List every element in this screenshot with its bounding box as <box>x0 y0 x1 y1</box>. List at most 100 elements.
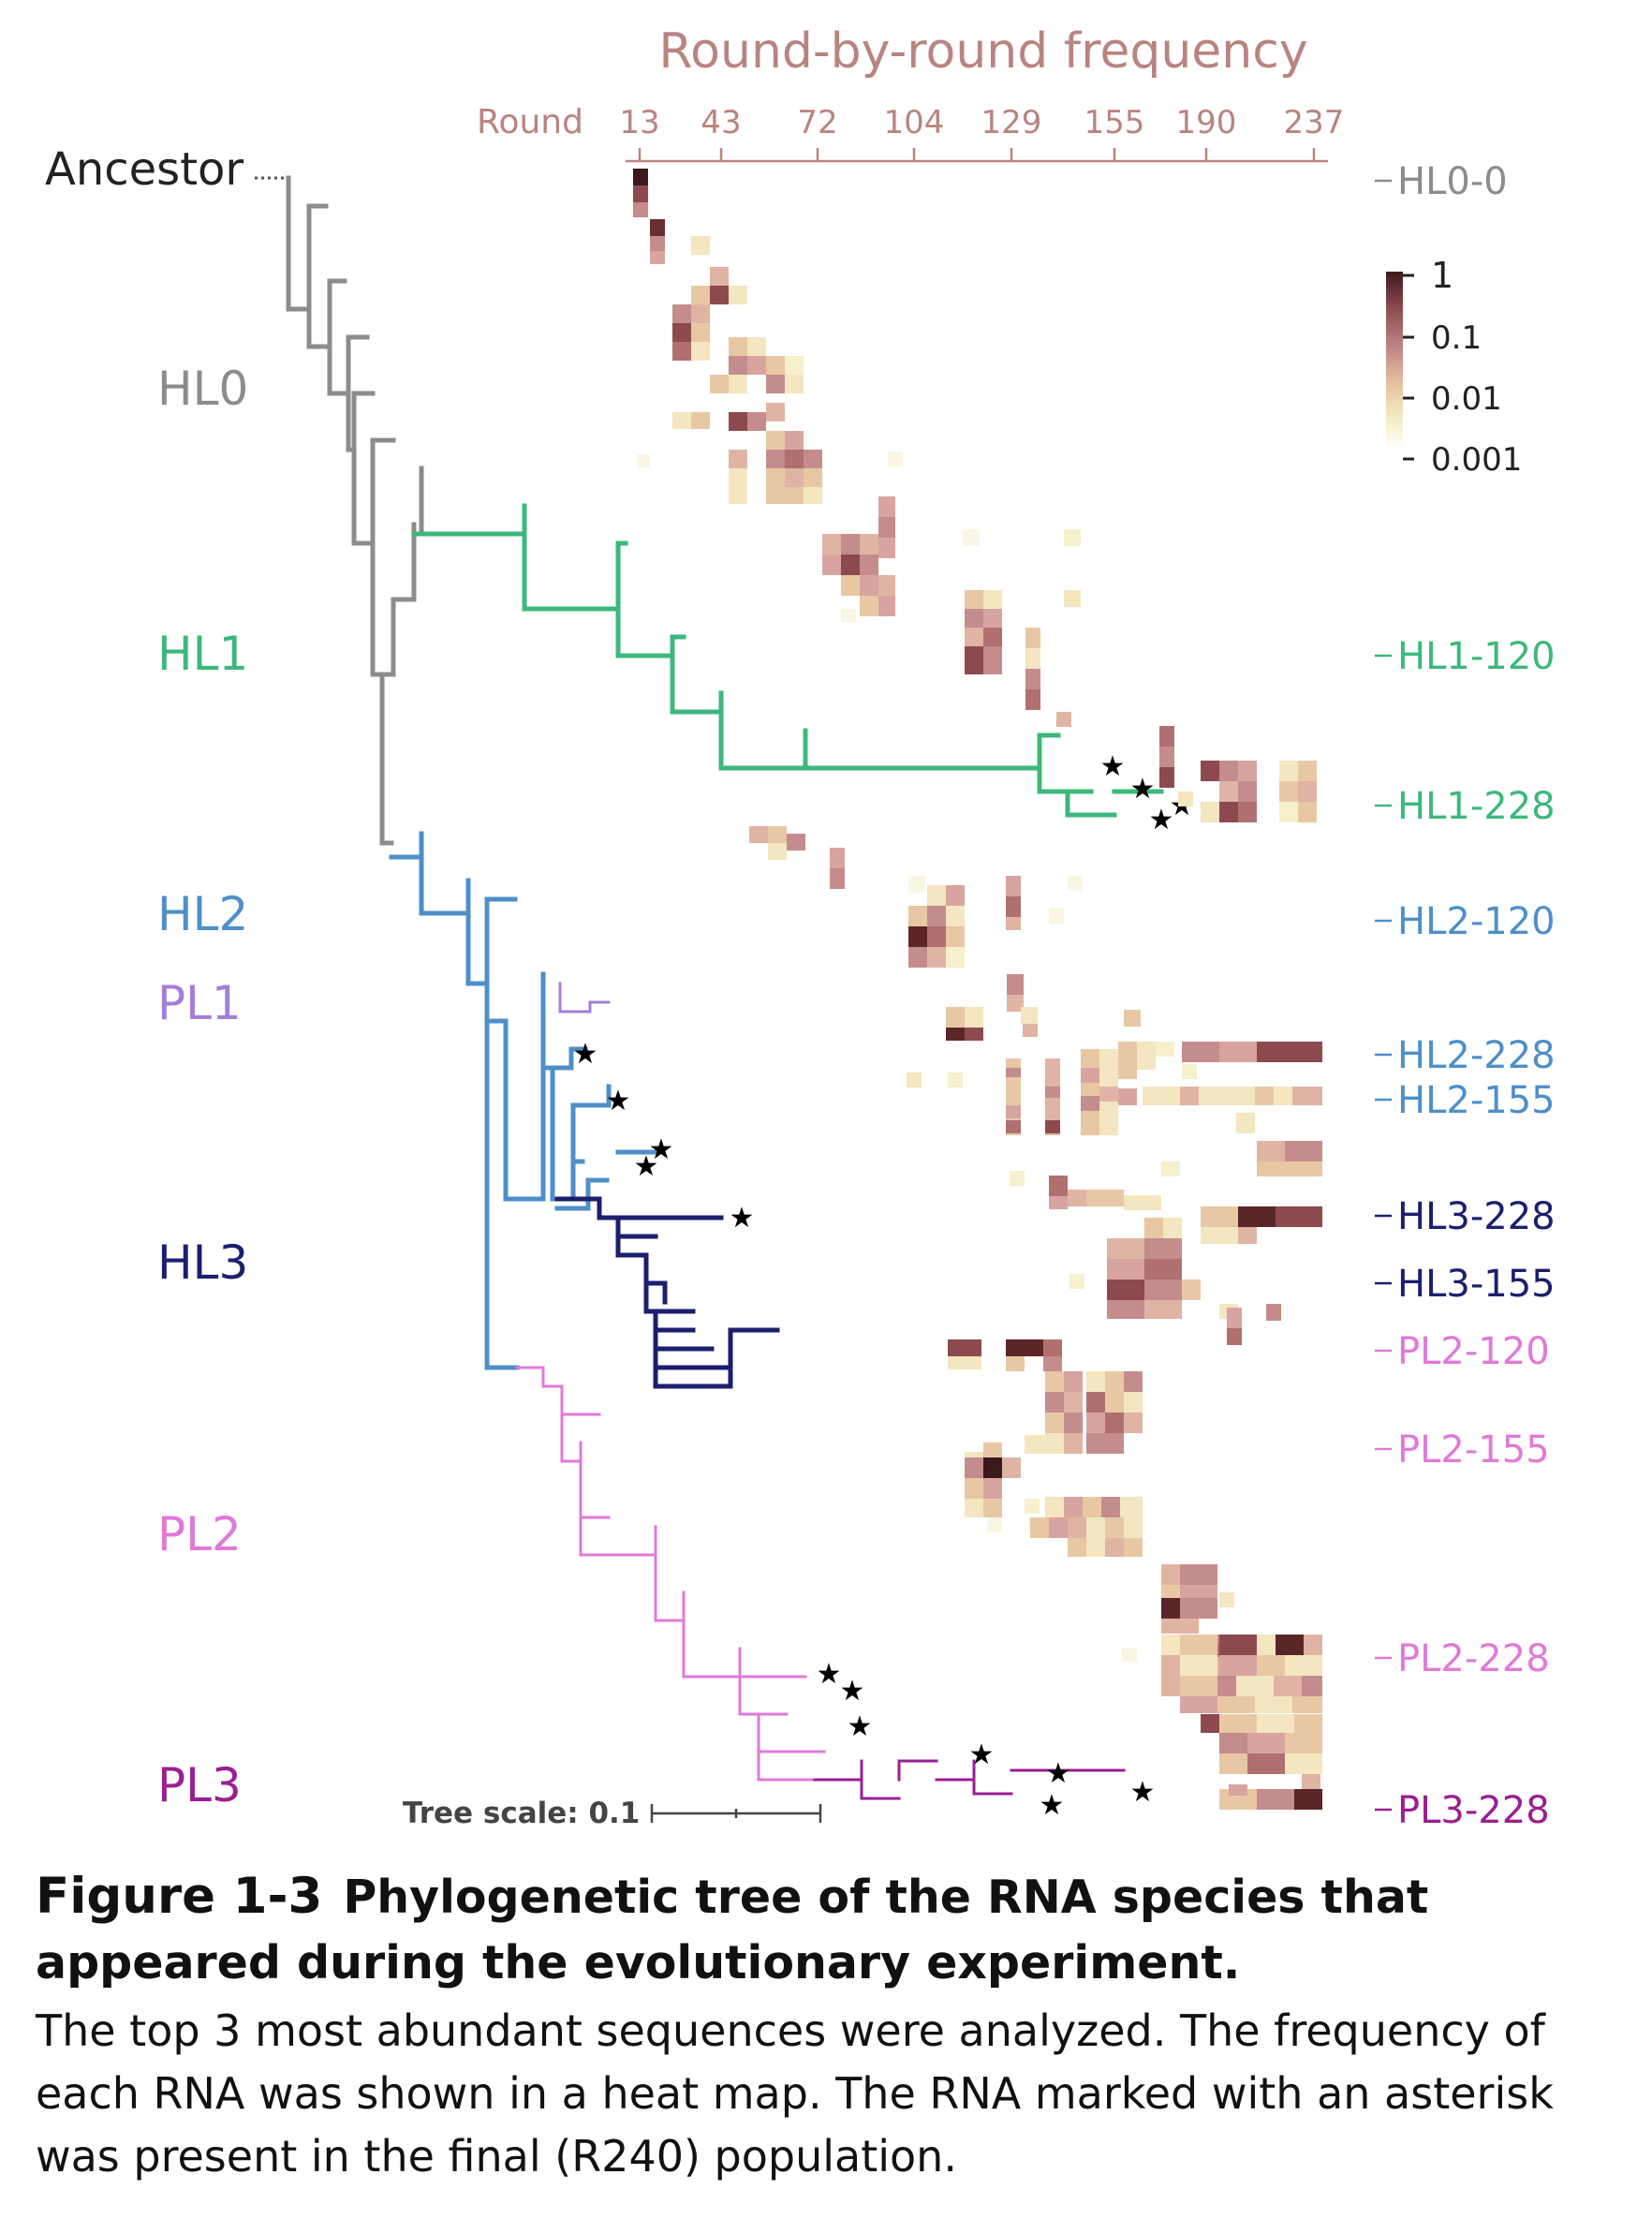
heatmap-cell <box>766 487 785 504</box>
sequence-label: HL0-0 <box>1397 160 1508 203</box>
heatmap-cell <box>1045 1371 1064 1392</box>
heatmap-cell <box>1274 1676 1302 1696</box>
heatmap-cell <box>965 1478 983 1499</box>
heatmap-cell <box>1279 761 1298 781</box>
heatmap-cell <box>1276 1206 1322 1227</box>
star-marker: ★ <box>1046 1757 1071 1790</box>
heatmap-cell <box>1064 1371 1083 1392</box>
heatmap-cell <box>1217 1676 1236 1696</box>
heatmap-cell <box>650 236 665 251</box>
sequence-label: PL3-228 <box>1397 1789 1550 1832</box>
heatmap-cell <box>785 375 804 393</box>
sequence-label-hl3-155: HL3-155 <box>1375 1263 1556 1306</box>
heatmap-cell <box>1086 1392 1105 1413</box>
heatmap-cell <box>804 468 822 487</box>
heatmap-cell <box>729 356 747 375</box>
heatmap-cell <box>1105 1371 1124 1392</box>
colorbar-label: 0.1 <box>1431 319 1482 357</box>
lineage-label-pl3: PL3 <box>157 1758 242 1812</box>
heatmap-cell <box>1238 781 1257 802</box>
heatmap-cell <box>1043 1339 1062 1356</box>
sequence-label-pl2-228: PL2-228 <box>1375 1637 1550 1680</box>
heatmap-cell <box>1156 1042 1174 1057</box>
heatmap-cell <box>1056 712 1071 727</box>
tree-branch-hl1 <box>411 503 1164 818</box>
heatmap-cell <box>1025 628 1040 648</box>
sequence-label-hl3-228: HL3-228 <box>1375 1195 1556 1238</box>
heatmap-cell <box>1086 1538 1105 1557</box>
heatmap-cell <box>946 885 965 906</box>
heatmap-cell <box>983 646 1002 674</box>
heatmap-cell <box>1298 802 1317 822</box>
heatmap-cell <box>1159 747 1174 767</box>
heatmap-cell <box>963 529 980 546</box>
heatmap-cell <box>1086 1371 1105 1392</box>
heatmap-cell <box>1236 1113 1255 1133</box>
star-marker: ★ <box>848 1710 873 1743</box>
heatmap-cell <box>965 1028 983 1041</box>
heatmap-cell <box>907 1073 922 1087</box>
heatmap-cell <box>747 412 766 431</box>
heatmap-cell <box>946 926 965 947</box>
heatmap-cell <box>1006 896 1021 917</box>
caption-body: The top 3 most abundant sequences were a… <box>36 2005 1554 2182</box>
heatmap-cell <box>841 575 860 596</box>
heatmap-cell <box>983 609 1002 628</box>
heatmap-cell <box>1086 1413 1105 1433</box>
heatmap-cell <box>785 450 804 468</box>
round-axis-label: Round <box>477 103 583 141</box>
star-marker: ★ <box>606 1085 631 1117</box>
heatmap-cell <box>672 323 691 342</box>
heatmap-cell <box>1247 1733 1285 1753</box>
heatmap-cell <box>983 1478 1002 1499</box>
round-tick-label: 13 <box>619 104 659 141</box>
heatmap-cell <box>1023 1024 1038 1037</box>
heatmap-cell <box>1043 1356 1062 1371</box>
heatmap-cell <box>1266 1304 1281 1321</box>
heatmap-cell <box>946 947 965 968</box>
heatmap-cell <box>1161 1564 1180 1585</box>
heatmap-cell <box>1107 1238 1144 1259</box>
heatmap-cell <box>1064 590 1081 607</box>
heatmap-cell <box>1045 1087 1060 1098</box>
sequence-label: HL3-155 <box>1397 1263 1556 1306</box>
heatmap-cell <box>1298 781 1317 802</box>
heatmap-cell <box>1124 1413 1143 1433</box>
heatmap-cell <box>1105 1413 1124 1433</box>
round-tick-label: 129 <box>981 104 1042 141</box>
heatmap-cell <box>1007 974 1024 995</box>
heatmap-cell <box>1105 1517 1124 1538</box>
heatmap-cell <box>1285 1655 1322 1676</box>
heatmap-cell <box>860 575 878 596</box>
heatmap-cell <box>768 843 787 860</box>
heatmap-cell <box>1201 802 1219 822</box>
heatmap-cell <box>1294 1789 1322 1810</box>
sequence-label-hl0-0: HL0-0 <box>1375 160 1508 203</box>
heatmap-cell <box>1045 1497 1064 1517</box>
heatmap-cell <box>841 609 856 622</box>
heatmap-cell <box>1219 1733 1247 1753</box>
sequence-label: HL2-228 <box>1397 1034 1556 1077</box>
heatmap-cell <box>691 342 710 361</box>
heatmap-cell <box>908 926 927 947</box>
tree-branch-pl2 <box>515 1366 854 1782</box>
heatmap-cell <box>1006 876 1021 896</box>
heatmap-cell <box>1049 1517 1068 1538</box>
heatmap-cell <box>1144 1300 1182 1319</box>
heatmap-cell <box>785 431 804 450</box>
heatmap-cell <box>804 450 822 468</box>
heatmap-cell <box>1219 802 1238 822</box>
sequence-label: PL2-228 <box>1397 1637 1550 1680</box>
figure-caption: Figure 1-3 Phylogenetic tree of the RNA s… <box>36 1864 1628 2188</box>
phylogenetic-figure: Round-by-round frequency Round 13 43 72 … <box>45 23 1556 1832</box>
heatmap-cell <box>1120 1497 1143 1517</box>
heatmap-cell <box>908 947 927 968</box>
caption-heading: Figure 1-3 Phylogenetic tree of the RNA s… <box>36 1864 1628 1996</box>
heatmap-cell <box>983 1457 1002 1478</box>
heatmap-cell <box>766 468 785 487</box>
heatmap-cell <box>987 1517 1002 1532</box>
heatmap-cell <box>1180 1087 1199 1105</box>
heatmap-cell <box>1025 648 1040 669</box>
heatmap-cell <box>1238 802 1257 822</box>
lineage-label-hl0: HL0 <box>157 362 248 416</box>
